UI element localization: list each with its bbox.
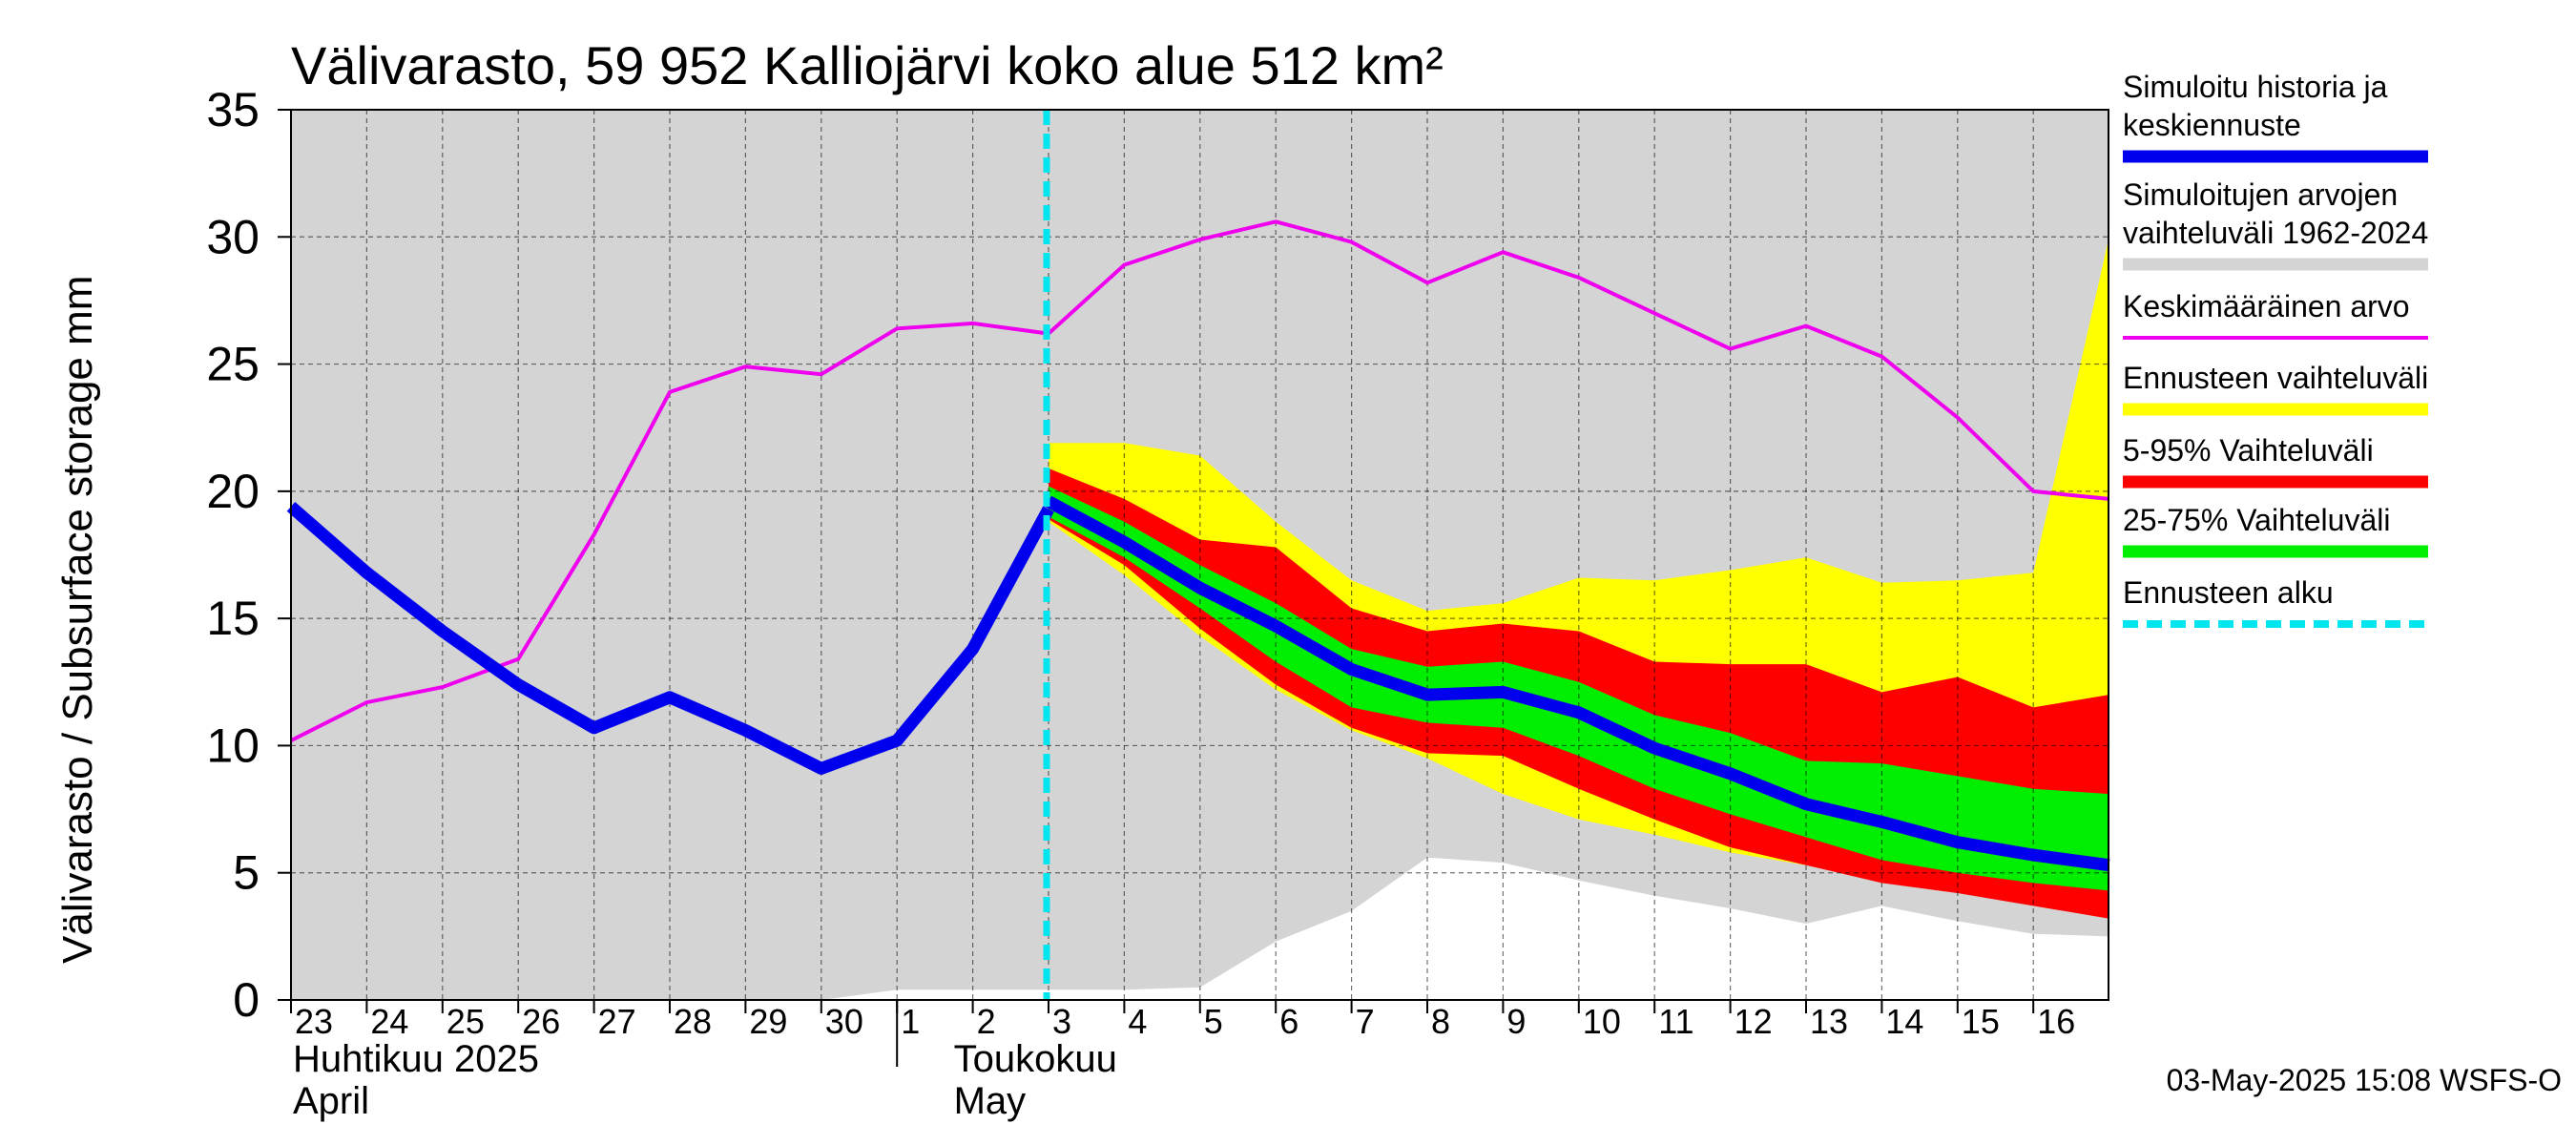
- x-tick-label: 4: [1128, 1002, 1147, 1041]
- chart-title: Välivarasto, 59 952 Kalliojärvi koko alu…: [291, 35, 1444, 95]
- legend-label: keskiennuste: [2123, 108, 2301, 142]
- x-tick-label: 12: [1735, 1002, 1773, 1041]
- x-tick-label: 11: [1658, 1002, 1693, 1041]
- x-tick-label: 26: [522, 1002, 560, 1041]
- y-tick-label: 10: [206, 718, 260, 772]
- legend-label: vaihteluväli 1962-2024: [2123, 216, 2428, 250]
- x-tick-label: 2: [977, 1002, 996, 1041]
- y-tick-label: 35: [206, 83, 260, 136]
- month-label-en: April: [293, 1080, 369, 1122]
- x-tick-label: 23: [295, 1002, 333, 1041]
- y-axis-label: Välivarasto / Subsurface storage mm: [54, 276, 101, 964]
- x-tick-label: 7: [1356, 1002, 1375, 1041]
- x-tick-label: 15: [1962, 1002, 2000, 1041]
- legend-label: Ennusteen alku: [2123, 575, 2334, 610]
- x-tick-label: 29: [749, 1002, 787, 1041]
- x-tick-label: 6: [1279, 1002, 1298, 1041]
- legend-label: 25-75% Vaihteluväli: [2123, 503, 2390, 537]
- legend-label: 5-95% Vaihteluväli: [2123, 433, 2374, 468]
- x-tick-label: 16: [2037, 1002, 2075, 1041]
- y-tick-label: 30: [206, 210, 260, 263]
- legend-label: Ennusteen vaihteluväli: [2123, 361, 2428, 395]
- x-tick-label: 1: [901, 1002, 920, 1041]
- x-tick-label: 27: [598, 1002, 636, 1041]
- legend: Simuloitu historia ja keskiennuste Simuloi…: [2123, 70, 2428, 628]
- history-line: [286, 502, 1054, 775]
- x-tick-label: 10: [1583, 1002, 1621, 1041]
- x-tick-label: 3: [1052, 1002, 1071, 1041]
- x-tick-label: 14: [1885, 1002, 1923, 1041]
- x-tick-label: 9: [1506, 1002, 1526, 1041]
- y-tick-label: 25: [206, 338, 260, 391]
- plot-area: [286, 110, 2110, 1000]
- y-tick-label: 0: [233, 973, 260, 1027]
- mean-line: [290, 219, 2109, 742]
- month-label-en: May: [954, 1080, 1027, 1122]
- timestamp-footer: 03-May-2025 15:08 WSFS-O: [2167, 1063, 2562, 1097]
- month-label: Toukokuu: [954, 1038, 1117, 1080]
- x-tick-label: 8: [1431, 1002, 1450, 1041]
- x-tick-label: 24: [370, 1002, 408, 1041]
- x-tick-label: 13: [1810, 1002, 1848, 1041]
- legend-label: Simuloitujen arvojen: [2123, 177, 2398, 212]
- legend-label: Keskimääräinen arvo: [2123, 289, 2410, 323]
- forecast-median-line: [1045, 495, 2110, 872]
- month-label: Huhtikuu 2025: [293, 1038, 539, 1080]
- x-tick-label: 30: [825, 1002, 863, 1041]
- x-tick-label: 25: [447, 1002, 485, 1041]
- x-tick-label: 28: [674, 1002, 712, 1041]
- y-tick-label: 5: [233, 846, 260, 900]
- legend-label: Simuloitu historia ja: [2123, 70, 2388, 104]
- y-tick-label: 20: [206, 465, 260, 518]
- x-tick-label: 5: [1204, 1002, 1223, 1041]
- y-tick-label: 15: [206, 592, 260, 645]
